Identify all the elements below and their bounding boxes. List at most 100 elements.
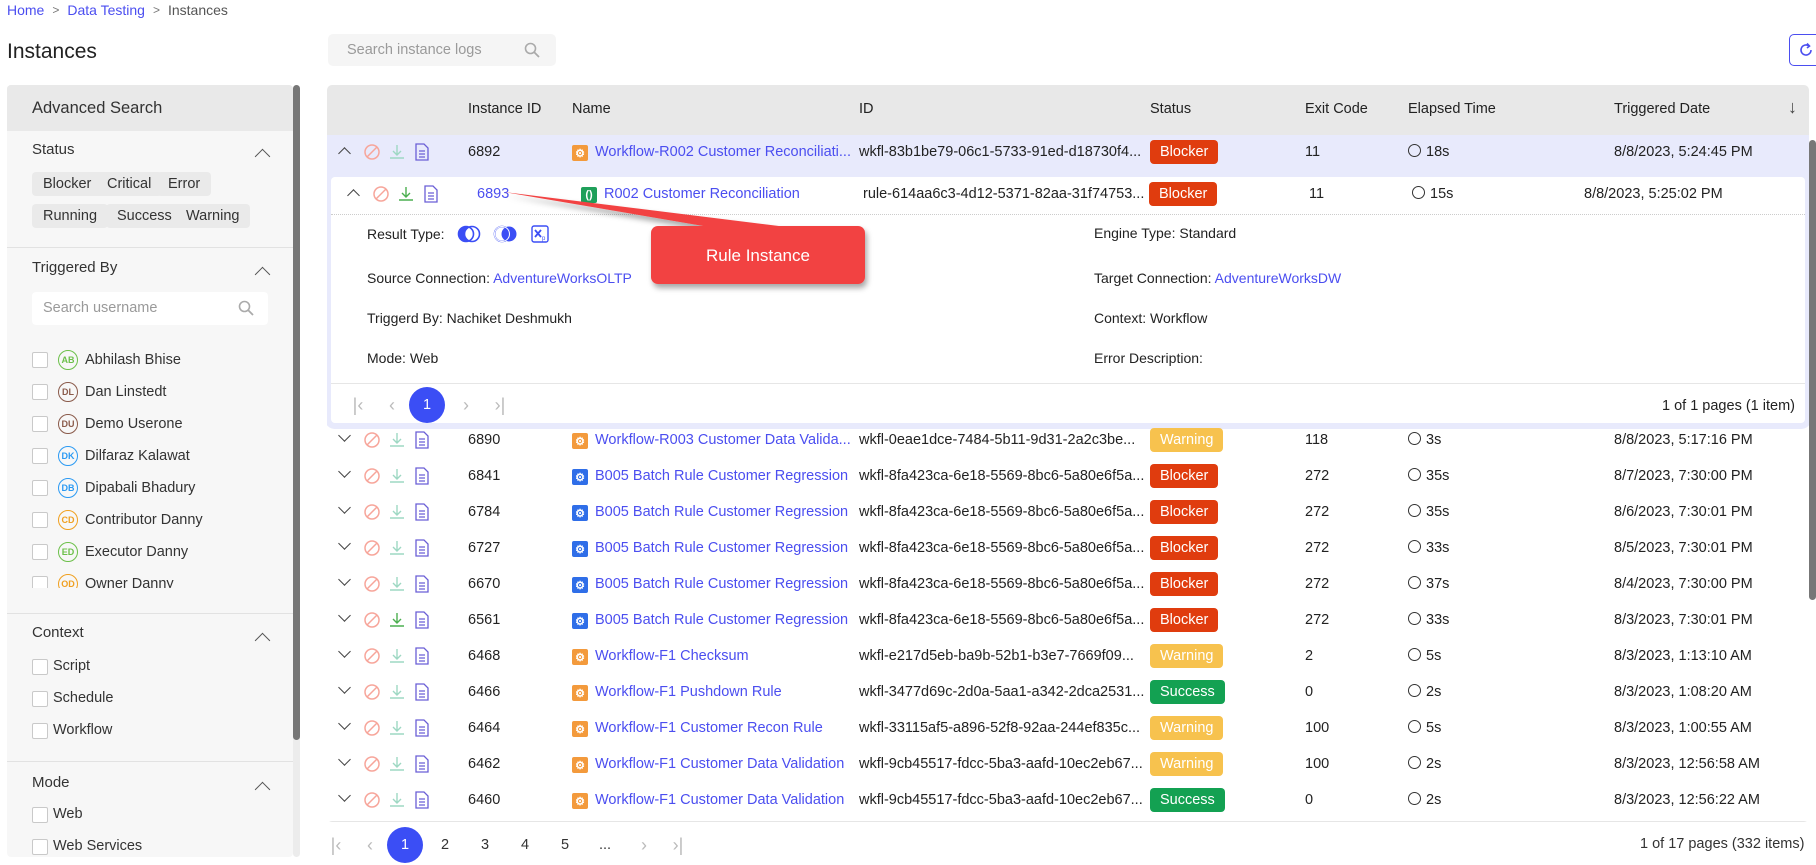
instance-name-link[interactable]: Workflow-R002 Customer Reconciliati... [595, 144, 851, 160]
breadcrumb-data-testing[interactable]: Data Testing [67, 2, 145, 18]
instance-id[interactable]: 6893 [477, 186, 510, 202]
download-icon[interactable] [388, 755, 406, 777]
context-collapse-chevron-up-icon[interactable] [254, 632, 271, 649]
download-icon[interactable] [388, 719, 406, 741]
download-icon[interactable] [388, 431, 406, 453]
view-log-document-icon[interactable] [414, 503, 430, 525]
result-type-venn-intersect-icon[interactable] [493, 225, 519, 243]
download-icon[interactable] [397, 185, 415, 207]
table-row[interactable]: 6890 ⚙ Workflow-R003 Customer Data Valida.… [327, 423, 1809, 459]
column-header-status[interactable]: Status [1150, 101, 1192, 117]
download-icon[interactable] [388, 467, 406, 489]
table-row[interactable]: 6892 ⚙ Workflow-R002 Customer Reconciliati… [327, 135, 1809, 171]
cancel-instance-icon[interactable] [363, 575, 381, 597]
cancel-instance-icon[interactable] [363, 683, 381, 705]
page-4[interactable]: 4 [520, 837, 530, 853]
view-log-document-icon[interactable] [414, 467, 430, 489]
download-icon[interactable] [388, 647, 406, 669]
view-log-document-icon[interactable] [423, 185, 439, 207]
status-collapse-chevron-up-icon[interactable] [254, 148, 271, 165]
view-log-document-icon[interactable] [414, 575, 430, 597]
view-log-document-icon[interactable] [414, 647, 430, 669]
table-row[interactable]: 6727 ⚙ B005 Batch Rule Customer Regression… [327, 531, 1809, 567]
page-1[interactable]: 1 [409, 387, 445, 423]
instance-name-link[interactable]: B005 Batch Rule Customer Regression [595, 504, 849, 520]
context-checkbox-schedule[interactable] [32, 691, 48, 707]
first-page-icon[interactable]: |‹ [352, 394, 364, 415]
expand-row-chevron-down-icon[interactable] [338, 537, 351, 550]
instance-name-link[interactable]: R002 Customer Reconciliation [604, 186, 800, 202]
view-log-document-icon[interactable] [414, 143, 430, 165]
status-chip-success[interactable]: Success [106, 204, 183, 228]
table-row[interactable]: 6670 ⚙ B005 Batch Rule Customer Regression… [327, 567, 1809, 603]
search-icon[interactable] [524, 42, 540, 58]
column-header-id[interactable]: ID [859, 101, 874, 117]
context-checkbox-script[interactable] [32, 659, 48, 675]
next-page-icon[interactable]: › [463, 394, 469, 415]
column-header-triggered-date[interactable]: Triggered Date [1614, 101, 1711, 117]
cancel-instance-icon[interactable] [363, 431, 381, 453]
user-checkbox[interactable] [32, 384, 48, 400]
result-type-venn-left-icon[interactable] [457, 225, 481, 243]
cancel-instance-icon[interactable] [363, 503, 381, 525]
page-2[interactable]: 2 [440, 837, 450, 853]
cancel-instance-icon[interactable] [363, 755, 381, 777]
view-log-document-icon[interactable] [414, 431, 430, 453]
status-chip-critical[interactable]: Critical [96, 172, 163, 196]
mode-checkbox-web[interactable] [32, 807, 48, 823]
status-chip-running[interactable]: Running [32, 204, 109, 228]
collapse-row-chevron-up-icon[interactable] [338, 147, 351, 160]
cancel-instance-icon[interactable] [363, 719, 381, 741]
expand-row-chevron-down-icon[interactable] [338, 717, 351, 730]
instance-name-link[interactable]: Workflow-R003 Customer Data Valida... [595, 432, 851, 448]
mode-checkbox-web-services[interactable] [32, 839, 48, 855]
expand-row-chevron-down-icon[interactable] [338, 609, 351, 622]
source-connection-value[interactable]: AdventureWorksOLTP [493, 270, 632, 286]
first-page-icon[interactable]: |‹ [330, 834, 342, 855]
cancel-instance-icon[interactable] [363, 467, 381, 489]
collapse-row-chevron-up-icon[interactable] [347, 189, 360, 202]
instance-name-link[interactable]: B005 Batch Rule Customer Regression [595, 468, 849, 484]
user-checkbox[interactable] [32, 352, 48, 368]
search-icon[interactable] [238, 300, 254, 316]
column-header-elapsed-time[interactable]: Elapsed Time [1408, 101, 1496, 117]
instance-name-link[interactable]: B005 Batch Rule Customer Regression [595, 612, 849, 628]
expand-row-chevron-down-icon[interactable] [338, 429, 351, 442]
instance-name-link[interactable]: Workflow-F1 Customer Recon Rule [595, 720, 823, 736]
view-log-document-icon[interactable] [414, 539, 430, 561]
table-row[interactable]: 6841 ⚙ B005 Batch Rule Customer Regression… [327, 459, 1809, 495]
download-icon[interactable] [388, 791, 406, 813]
table-row[interactable]: 6464 ⚙ Workflow-F1 Customer Recon Rule wkfl… [327, 711, 1809, 747]
last-page-icon[interactable]: ›| [494, 394, 506, 415]
download-icon[interactable] [388, 539, 406, 561]
cancel-instance-icon[interactable] [363, 647, 381, 669]
cancel-instance-icon[interactable] [363, 143, 381, 165]
cancel-instance-icon[interactable] [363, 539, 381, 561]
expand-row-chevron-down-icon[interactable] [338, 789, 351, 802]
expand-row-chevron-down-icon[interactable] [338, 465, 351, 478]
expand-row-chevron-down-icon[interactable] [338, 753, 351, 766]
mode-collapse-chevron-up-icon[interactable] [254, 781, 271, 798]
instance-name-link[interactable]: B005 Batch Rule Customer Regression [595, 540, 849, 556]
download-icon[interactable] [388, 575, 406, 597]
scrollbar-thumb[interactable] [293, 85, 300, 740]
prev-page-icon[interactable]: ‹ [367, 834, 373, 855]
user-checkbox[interactable] [32, 448, 48, 464]
status-chip-error[interactable]: Error [157, 172, 212, 196]
view-log-document-icon[interactable] [414, 719, 430, 741]
download-icon[interactable] [388, 683, 406, 705]
view-log-document-icon[interactable] [414, 611, 430, 633]
table-row[interactable]: 6468 ⚙ Workflow-F1 Checksum wkfl-e217d5eb-b… [327, 639, 1809, 675]
cancel-instance-icon[interactable] [363, 611, 381, 633]
column-header-instance-id[interactable]: Instance ID [468, 101, 542, 117]
view-log-document-icon[interactable] [414, 791, 430, 813]
table-row[interactable]: 6893 () R002 Customer Reconciliation rule-6… [331, 177, 1809, 213]
username-search-input[interactable] [32, 292, 232, 325]
user-checkbox[interactable] [32, 544, 48, 560]
instance-name-link[interactable]: Workflow-F1 Checksum [595, 648, 749, 664]
instance-name-link[interactable]: B005 Batch Rule Customer Regression [595, 576, 849, 592]
column-header-exit-code[interactable]: Exit Code [1305, 101, 1368, 117]
table-row[interactable]: 6784 ⚙ B005 Batch Rule Customer Regression… [327, 495, 1809, 531]
page-5[interactable]: 5 [560, 837, 570, 853]
triggered-by-collapse-chevron-up-icon[interactable] [254, 266, 271, 283]
